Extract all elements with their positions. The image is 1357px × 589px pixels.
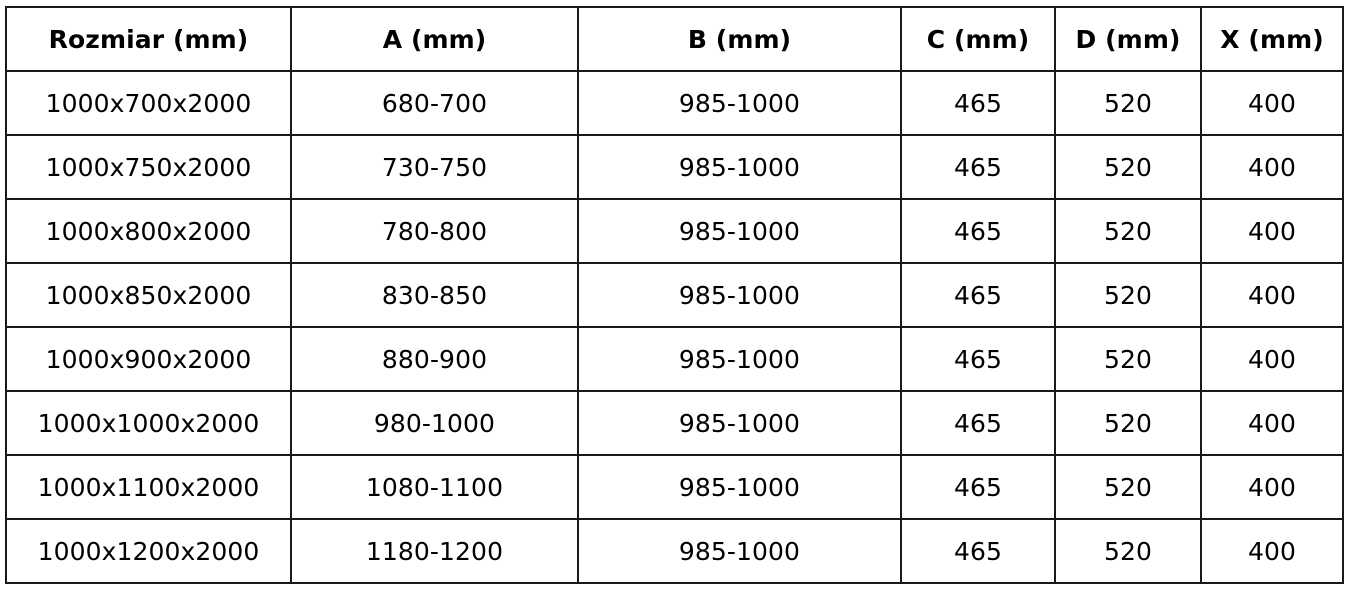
cell-d: 520 xyxy=(1054,390,1202,456)
table-row: 1000x800x2000 780-800 985-1000 465 520 4… xyxy=(5,198,1344,264)
cell-x: 400 xyxy=(1200,70,1344,136)
cell-b: 985-1000 xyxy=(577,70,902,136)
cell-b: 985-1000 xyxy=(577,262,902,328)
table-row: 1000x1100x2000 1080-1100 985-1000 465 52… xyxy=(5,454,1344,520)
cell-a: 830-850 xyxy=(290,262,579,328)
cell-b: 985-1000 xyxy=(577,390,902,456)
cell-a: 680-700 xyxy=(290,70,579,136)
cell-d: 520 xyxy=(1054,198,1202,264)
cell-rozmiar: 1000x1200x2000 xyxy=(5,518,292,584)
column-header-b: B (mm) xyxy=(577,6,902,72)
cell-b: 985-1000 xyxy=(577,518,902,584)
table-header: Rozmiar (mm) A (mm) B (mm) C (mm) D (mm)… xyxy=(5,6,1344,72)
cell-rozmiar: 1000x1100x2000 xyxy=(5,454,292,520)
table-row: 1000x700x2000 680-700 985-1000 465 520 4… xyxy=(5,70,1344,136)
cell-a: 780-800 xyxy=(290,198,579,264)
column-header-x: X (mm) xyxy=(1200,6,1344,72)
cell-x: 400 xyxy=(1200,326,1344,392)
cell-x: 400 xyxy=(1200,454,1344,520)
cell-b: 985-1000 xyxy=(577,454,902,520)
cell-rozmiar: 1000x750x2000 xyxy=(5,134,292,200)
cell-d: 520 xyxy=(1054,134,1202,200)
cell-a: 1180-1200 xyxy=(290,518,579,584)
table-header-row: Rozmiar (mm) A (mm) B (mm) C (mm) D (mm)… xyxy=(5,6,1344,72)
cell-x: 400 xyxy=(1200,198,1344,264)
cell-rozmiar: 1000x800x2000 xyxy=(5,198,292,264)
column-header-c: C (mm) xyxy=(900,6,1056,72)
table-body: 1000x700x2000 680-700 985-1000 465 520 4… xyxy=(5,70,1344,584)
column-header-d: D (mm) xyxy=(1054,6,1202,72)
cell-rozmiar: 1000x700x2000 xyxy=(5,70,292,136)
cell-b: 985-1000 xyxy=(577,198,902,264)
cell-c: 465 xyxy=(900,326,1056,392)
cell-a: 880-900 xyxy=(290,326,579,392)
cell-d: 520 xyxy=(1054,262,1202,328)
cell-c: 465 xyxy=(900,390,1056,456)
cell-d: 520 xyxy=(1054,518,1202,584)
cell-x: 400 xyxy=(1200,518,1344,584)
cell-d: 520 xyxy=(1054,454,1202,520)
table-row: 1000x1200x2000 1180-1200 985-1000 465 52… xyxy=(5,518,1344,584)
table-row: 1000x750x2000 730-750 985-1000 465 520 4… xyxy=(5,134,1344,200)
shower-enclosure-size-table: Rozmiar (mm) A (mm) B (mm) C (mm) D (mm)… xyxy=(5,6,1344,584)
cell-rozmiar: 1000x850x2000 xyxy=(5,262,292,328)
cell-a: 1080-1100 xyxy=(290,454,579,520)
table-row: 1000x850x2000 830-850 985-1000 465 520 4… xyxy=(5,262,1344,328)
cell-b: 985-1000 xyxy=(577,134,902,200)
column-header-rozmiar: Rozmiar (mm) xyxy=(5,6,292,72)
cell-x: 400 xyxy=(1200,390,1344,456)
cell-c: 465 xyxy=(900,518,1056,584)
cell-c: 465 xyxy=(900,70,1056,136)
cell-c: 465 xyxy=(900,454,1056,520)
cell-c: 465 xyxy=(900,262,1056,328)
cell-c: 465 xyxy=(900,134,1056,200)
cell-b: 985-1000 xyxy=(577,326,902,392)
cell-rozmiar: 1000x1000x2000 xyxy=(5,390,292,456)
cell-rozmiar: 1000x900x2000 xyxy=(5,326,292,392)
table-row: 1000x900x2000 880-900 985-1000 465 520 4… xyxy=(5,326,1344,392)
cell-a: 980-1000 xyxy=(290,390,579,456)
table-row: 1000x1000x2000 980-1000 985-1000 465 520… xyxy=(5,390,1344,456)
cell-x: 400 xyxy=(1200,134,1344,200)
cell-c: 465 xyxy=(900,198,1056,264)
cell-a: 730-750 xyxy=(290,134,579,200)
cell-x: 400 xyxy=(1200,262,1344,328)
column-header-a: A (mm) xyxy=(290,6,579,72)
cell-d: 520 xyxy=(1054,70,1202,136)
cell-d: 520 xyxy=(1054,326,1202,392)
